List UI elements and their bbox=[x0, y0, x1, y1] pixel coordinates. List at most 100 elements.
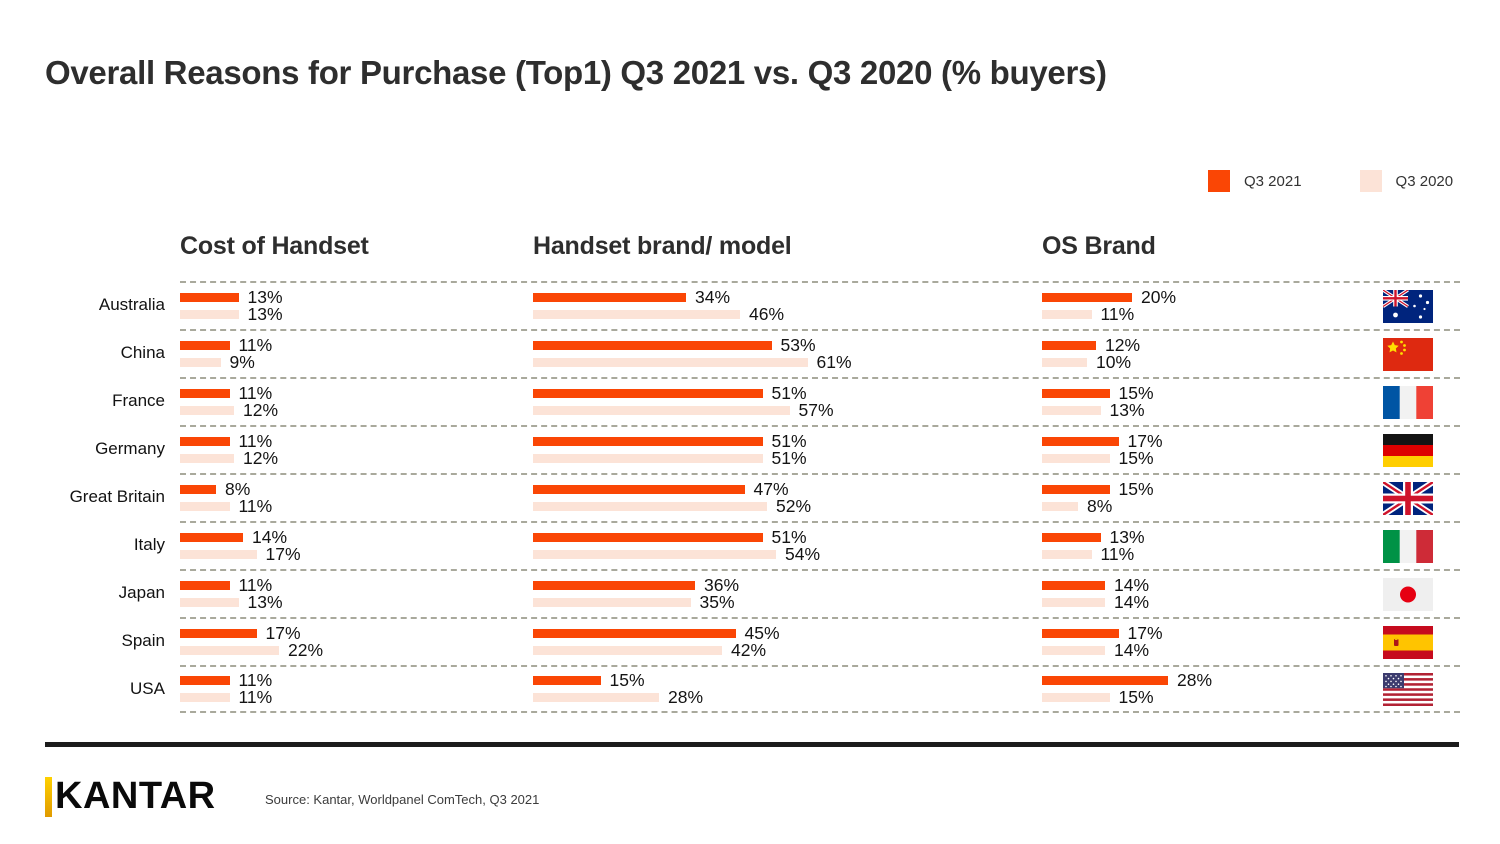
bar-q3-2020 bbox=[180, 646, 279, 655]
bar-value-q3-2021: 8% bbox=[225, 478, 251, 499]
bar-q3-2021 bbox=[1042, 629, 1119, 638]
os-cell: 12% 10% bbox=[1042, 331, 1383, 377]
flag-cell bbox=[1383, 571, 1460, 617]
bar-q3-2021 bbox=[533, 581, 695, 590]
bar-value-q3-2021: 11% bbox=[238, 574, 273, 595]
bar-q3-2020 bbox=[533, 406, 790, 415]
flag-france-icon bbox=[1383, 385, 1433, 419]
brand-cell: 47% 52% bbox=[533, 475, 1042, 521]
country-row-australia: Australia 13% 13% 34% 46% 20% 11% bbox=[0, 281, 1500, 329]
bar-q3-2021 bbox=[1042, 485, 1110, 494]
bar-value-q3-2020: 10% bbox=[1096, 351, 1132, 372]
flag-cell bbox=[1383, 523, 1460, 569]
bar-q3-2020 bbox=[1042, 550, 1092, 559]
bar-q3-2021 bbox=[533, 437, 763, 446]
bar-value-q3-2021: 15% bbox=[609, 669, 645, 690]
country-row-france: France 11% 12% 51% 57% 15% 13% bbox=[0, 377, 1500, 425]
bar-q3-2020 bbox=[533, 358, 808, 367]
brand-cell: 45% 42% bbox=[533, 619, 1042, 665]
country-label: Germany bbox=[95, 439, 165, 458]
bar-value-q3-2020: 11% bbox=[238, 495, 273, 516]
bar-q3-2021 bbox=[1042, 581, 1105, 590]
bar-q3-2020 bbox=[1042, 358, 1087, 367]
flag-cell bbox=[1383, 667, 1460, 711]
column-header-handset-brand-model: Handset brand/ model bbox=[533, 232, 792, 260]
bar-value-q3-2020: 15% bbox=[1118, 447, 1154, 468]
bar-q3-2020 bbox=[180, 550, 257, 559]
bar-q3-2021 bbox=[533, 293, 686, 302]
kantar-logo-text: KANTAR bbox=[55, 775, 216, 817]
bar-q3-2020 bbox=[1042, 454, 1110, 463]
bar-value-q3-2020: 61% bbox=[816, 351, 852, 372]
flag-cell bbox=[1383, 331, 1460, 377]
flag-spain-icon bbox=[1383, 625, 1433, 659]
country-row-usa: USA 11% 11% 15% 28% 28% 15% bbox=[0, 665, 1500, 713]
bar-q3-2020 bbox=[180, 310, 239, 319]
bar-q3-2020 bbox=[1042, 406, 1101, 415]
bar-value-q3-2021: 14% bbox=[1114, 574, 1150, 595]
bar-q3-2020 bbox=[180, 406, 234, 415]
bar-q3-2021 bbox=[180, 341, 230, 350]
bar-value-q3-2020: 12% bbox=[243, 399, 279, 420]
bar-q3-2021 bbox=[533, 533, 763, 542]
os-cell: 28% 15% bbox=[1042, 667, 1383, 711]
country-row-spain: Spain 17% 22% 45% 42% 17% 14% bbox=[0, 617, 1500, 665]
cost-cell: 14% 17% bbox=[180, 523, 533, 569]
bar-value-q3-2020: 35% bbox=[699, 591, 735, 612]
bar-q3-2021 bbox=[1042, 533, 1101, 542]
bar-value-q3-2021: 51% bbox=[771, 430, 807, 451]
bar-q3-2020 bbox=[533, 646, 722, 655]
brand-cell: 34% 46% bbox=[533, 283, 1042, 329]
cost-cell: 13% 13% bbox=[180, 283, 533, 329]
bar-q3-2020 bbox=[1042, 502, 1078, 511]
flag-cell bbox=[1383, 427, 1460, 473]
cost-cell: 11% 11% bbox=[180, 667, 533, 711]
bar-q3-2020 bbox=[533, 310, 740, 319]
os-cell: 13% 11% bbox=[1042, 523, 1383, 569]
bar-value-q3-2021: 11% bbox=[238, 430, 273, 451]
flag-cell bbox=[1383, 619, 1460, 665]
bar-q3-2020 bbox=[1042, 646, 1105, 655]
cost-cell: 11% 12% bbox=[180, 379, 533, 425]
flag-china-icon bbox=[1383, 337, 1433, 371]
os-cell: 15% 8% bbox=[1042, 475, 1383, 521]
bar-q3-2020 bbox=[180, 693, 230, 702]
bar-q3-2020 bbox=[533, 598, 691, 607]
flag-cell bbox=[1383, 379, 1460, 425]
bar-value-q3-2020: 28% bbox=[668, 686, 704, 707]
brand-cell: 51% 54% bbox=[533, 523, 1042, 569]
os-cell: 15% 13% bbox=[1042, 379, 1383, 425]
brand-cell: 53% 61% bbox=[533, 331, 1042, 377]
bar-q3-2020 bbox=[533, 693, 659, 702]
bar-value-q3-2020: 14% bbox=[1114, 639, 1150, 660]
column-header-row: Cost of Handset Handset brand/ model OS … bbox=[0, 232, 1500, 281]
bar-value-q3-2020: 12% bbox=[243, 447, 279, 468]
flag-usa-icon bbox=[1383, 672, 1433, 706]
bar-q3-2021 bbox=[533, 389, 763, 398]
source-text: Source: Kantar, Worldpanel ComTech, Q3 2… bbox=[265, 792, 540, 807]
os-cell: 14% 14% bbox=[1042, 571, 1383, 617]
cost-cell: 11% 12% bbox=[180, 427, 533, 473]
country-row-japan: Japan 11% 13% 36% 35% 14% 14% bbox=[0, 569, 1500, 617]
bar-q3-2021 bbox=[180, 533, 243, 542]
bar-q3-2020 bbox=[180, 358, 221, 367]
bar-value-q3-2020: 11% bbox=[1100, 543, 1135, 564]
os-cell: 17% 14% bbox=[1042, 619, 1383, 665]
country-row-italy: Italy 14% 17% 51% 54% 13% 11% bbox=[0, 521, 1500, 569]
bar-q3-2021 bbox=[533, 341, 772, 350]
country-label: China bbox=[120, 343, 165, 362]
legend-label-q3-2021: Q3 2021 bbox=[1244, 172, 1302, 190]
country-label: USA bbox=[130, 679, 165, 698]
bar-value-q3-2021: 15% bbox=[1118, 478, 1154, 499]
bar-q3-2020 bbox=[180, 502, 230, 511]
bar-value-q3-2020: 57% bbox=[798, 399, 834, 420]
country-label: Japan bbox=[118, 583, 165, 602]
bar-value-q3-2020: 8% bbox=[1087, 495, 1113, 516]
bar-value-q3-2021: 13% bbox=[247, 286, 283, 307]
cost-cell: 11% 9% bbox=[180, 331, 533, 377]
bar-q3-2021 bbox=[1042, 293, 1132, 302]
bar-q3-2021 bbox=[1042, 389, 1110, 398]
bar-value-q3-2021: 53% bbox=[780, 334, 816, 355]
flag-japan-icon bbox=[1383, 577, 1433, 611]
